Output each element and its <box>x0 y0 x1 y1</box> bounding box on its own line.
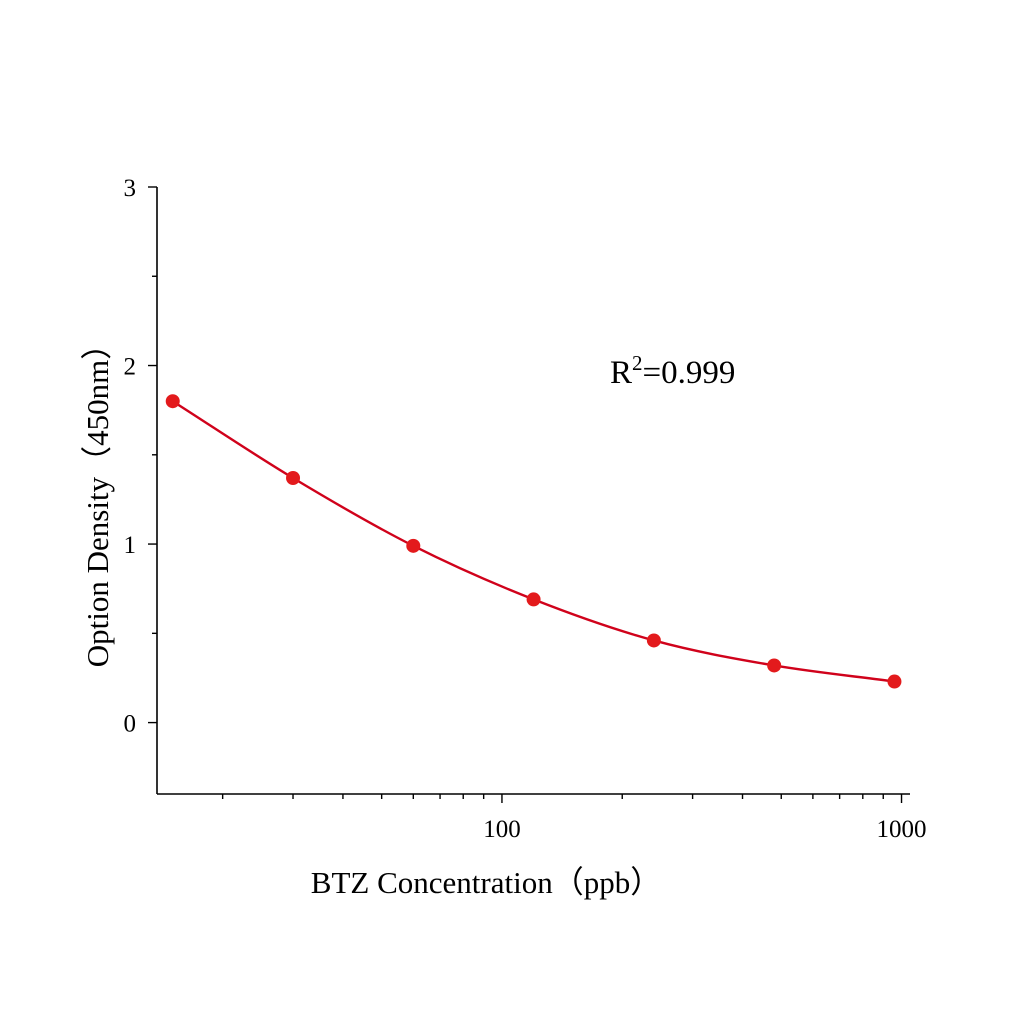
r-squared-value: =0.999 <box>643 355 736 391</box>
y-axis-ticks <box>148 186 157 724</box>
y-tick-label: 1 <box>124 532 137 559</box>
fit-curve <box>172 400 895 683</box>
data-point <box>406 538 421 553</box>
r-squared-annotation: R2=0.999 <box>610 351 735 391</box>
data-point <box>526 592 541 607</box>
x-tick-label: 1000 <box>877 816 927 843</box>
x-axis-title: BTZ Concentration（ppb） <box>311 865 661 900</box>
r-squared-superscript: 2 <box>632 351 643 375</box>
y-tick-label: 2 <box>124 354 137 381</box>
data-points <box>165 394 902 689</box>
x-tick-label: 100 <box>483 816 521 843</box>
r-squared-base: R <box>610 355 632 391</box>
data-point <box>165 394 180 409</box>
x-axis-ticks <box>221 794 903 803</box>
data-point <box>887 674 902 689</box>
y-tick-label: 0 <box>124 711 137 738</box>
data-point <box>286 471 301 486</box>
data-point <box>646 633 661 648</box>
y-tick-label: 3 <box>124 175 137 202</box>
y-axis-title: Option Density（450nm） <box>80 329 115 667</box>
data-point <box>767 658 782 673</box>
